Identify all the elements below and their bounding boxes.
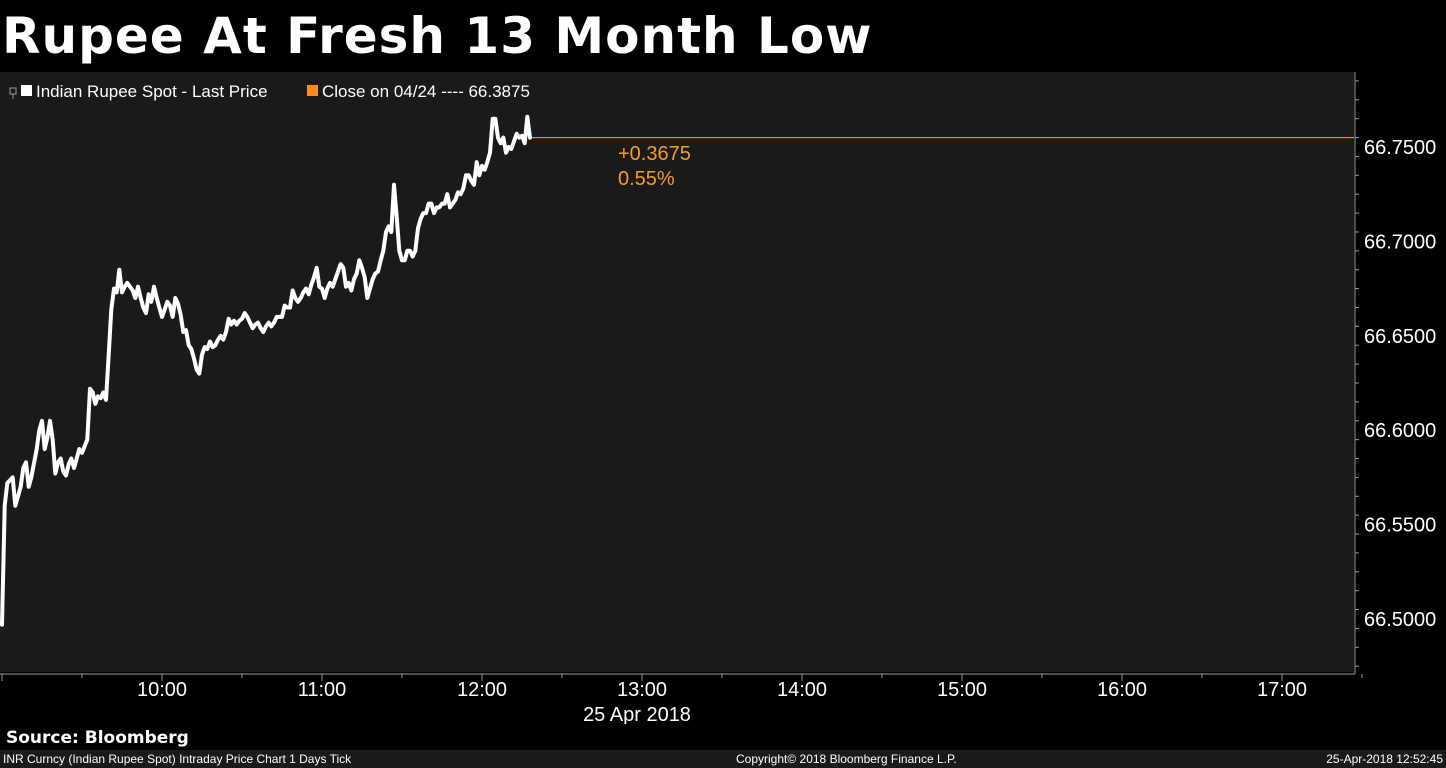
x-tick-label: 12:00 <box>457 679 507 701</box>
y-tick-label: 66.5500 <box>1364 515 1436 537</box>
footer-description: INR Curncy (Indian Rupee Spot) Intraday … <box>3 752 352 766</box>
x-tick-label: 17:00 <box>1257 679 1307 701</box>
legend-close-label: Close on 04/24 ---- 66.3875 <box>322 82 530 101</box>
legend-swatch-series <box>21 85 32 96</box>
price-chart: 66.5000 66.5500 66.6000 66.6500 66.7000 66.75… <box>0 72 1436 724</box>
y-tick-label: 66.7500 <box>1364 137 1436 159</box>
legend-swatch-close <box>307 85 318 96</box>
footer-bar: INR Curncy (Indian Rupee Spot) Intraday … <box>0 750 1446 768</box>
legend-series-label: Indian Rupee Spot - Last Price <box>36 82 268 101</box>
chart-area: 66.5000 66.5500 66.6000 66.6500 66.7000 66.75… <box>0 72 1446 724</box>
x-tick-label: 13:00 <box>617 679 667 701</box>
y-tick-label: 66.6500 <box>1364 326 1436 348</box>
source-label: Source: Bloomberg <box>6 728 189 748</box>
source-bar: Source: Bloomberg <box>0 727 1446 750</box>
plot-background <box>0 72 1354 672</box>
y-tick-label: 66.6000 <box>1364 420 1436 442</box>
legend: Indian Rupee Spot - Last Price Close on … <box>9 82 530 101</box>
footer-timestamp: 25-Apr-2018 12:52:45 <box>1326 752 1443 766</box>
series-line-indian-rupee-spot <box>0 114 532 627</box>
chart-title: Rupee At Fresh 13 Month Low <box>2 7 873 65</box>
x-tick-label: 10:00 <box>137 679 187 701</box>
footer-copyright: Copyright© 2018 Bloomberg Finance L.P. <box>736 752 957 766</box>
x-axis-ticks: 10:00 11:00 12:00 13:00 14:00 15:00 16:00 17:00 <box>1 674 1363 701</box>
x-axis-date-label: 25 Apr 2018 <box>583 704 691 724</box>
x-tick-label: 11:00 <box>298 679 347 701</box>
x-tick-label: 14:00 <box>777 679 827 701</box>
y-tick-label: 66.5000 <box>1364 609 1436 631</box>
x-tick-label: 15:00 <box>937 679 987 701</box>
y-tick-label: 66.7000 <box>1364 231 1436 253</box>
change-absolute: +0.3675 <box>618 143 691 165</box>
y-axis-ticks: 66.5000 66.5500 66.6000 66.6500 66.7000 66.75… <box>1355 80 1436 667</box>
change-percent: 0.55% <box>618 168 675 190</box>
x-tick-label: 16:00 <box>1097 679 1147 701</box>
